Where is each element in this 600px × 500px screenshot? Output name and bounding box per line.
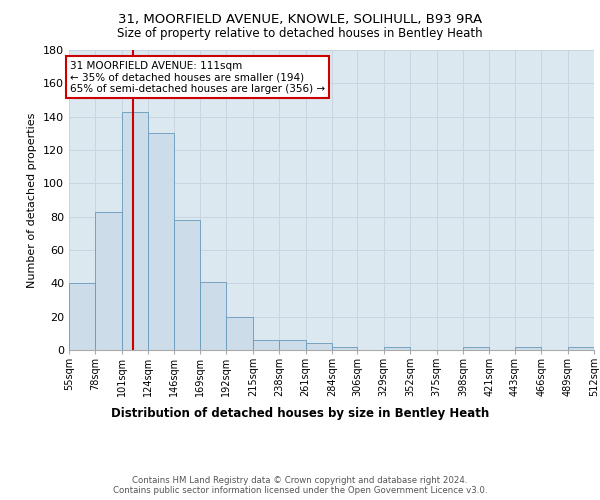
Bar — [200, 282, 226, 350]
Bar — [279, 340, 305, 350]
Bar — [69, 284, 95, 350]
Bar — [95, 212, 122, 350]
Bar — [305, 344, 332, 350]
Bar — [463, 346, 490, 350]
Bar — [148, 134, 173, 350]
Bar — [122, 112, 148, 350]
Bar — [226, 316, 253, 350]
Bar — [515, 346, 541, 350]
Bar — [332, 346, 358, 350]
Text: Distribution of detached houses by size in Bentley Heath: Distribution of detached houses by size … — [111, 408, 489, 420]
Bar — [173, 220, 200, 350]
Bar — [253, 340, 279, 350]
Text: 31 MOORFIELD AVENUE: 111sqm
← 35% of detached houses are smaller (194)
65% of se: 31 MOORFIELD AVENUE: 111sqm ← 35% of det… — [70, 60, 325, 94]
Text: 31, MOORFIELD AVENUE, KNOWLE, SOLIHULL, B93 9RA: 31, MOORFIELD AVENUE, KNOWLE, SOLIHULL, … — [118, 12, 482, 26]
Text: Size of property relative to detached houses in Bentley Heath: Size of property relative to detached ho… — [117, 28, 483, 40]
Bar — [568, 346, 594, 350]
Text: Contains HM Land Registry data © Crown copyright and database right 2024.
Contai: Contains HM Land Registry data © Crown c… — [113, 476, 487, 495]
Bar — [384, 346, 410, 350]
Y-axis label: Number of detached properties: Number of detached properties — [28, 112, 37, 288]
